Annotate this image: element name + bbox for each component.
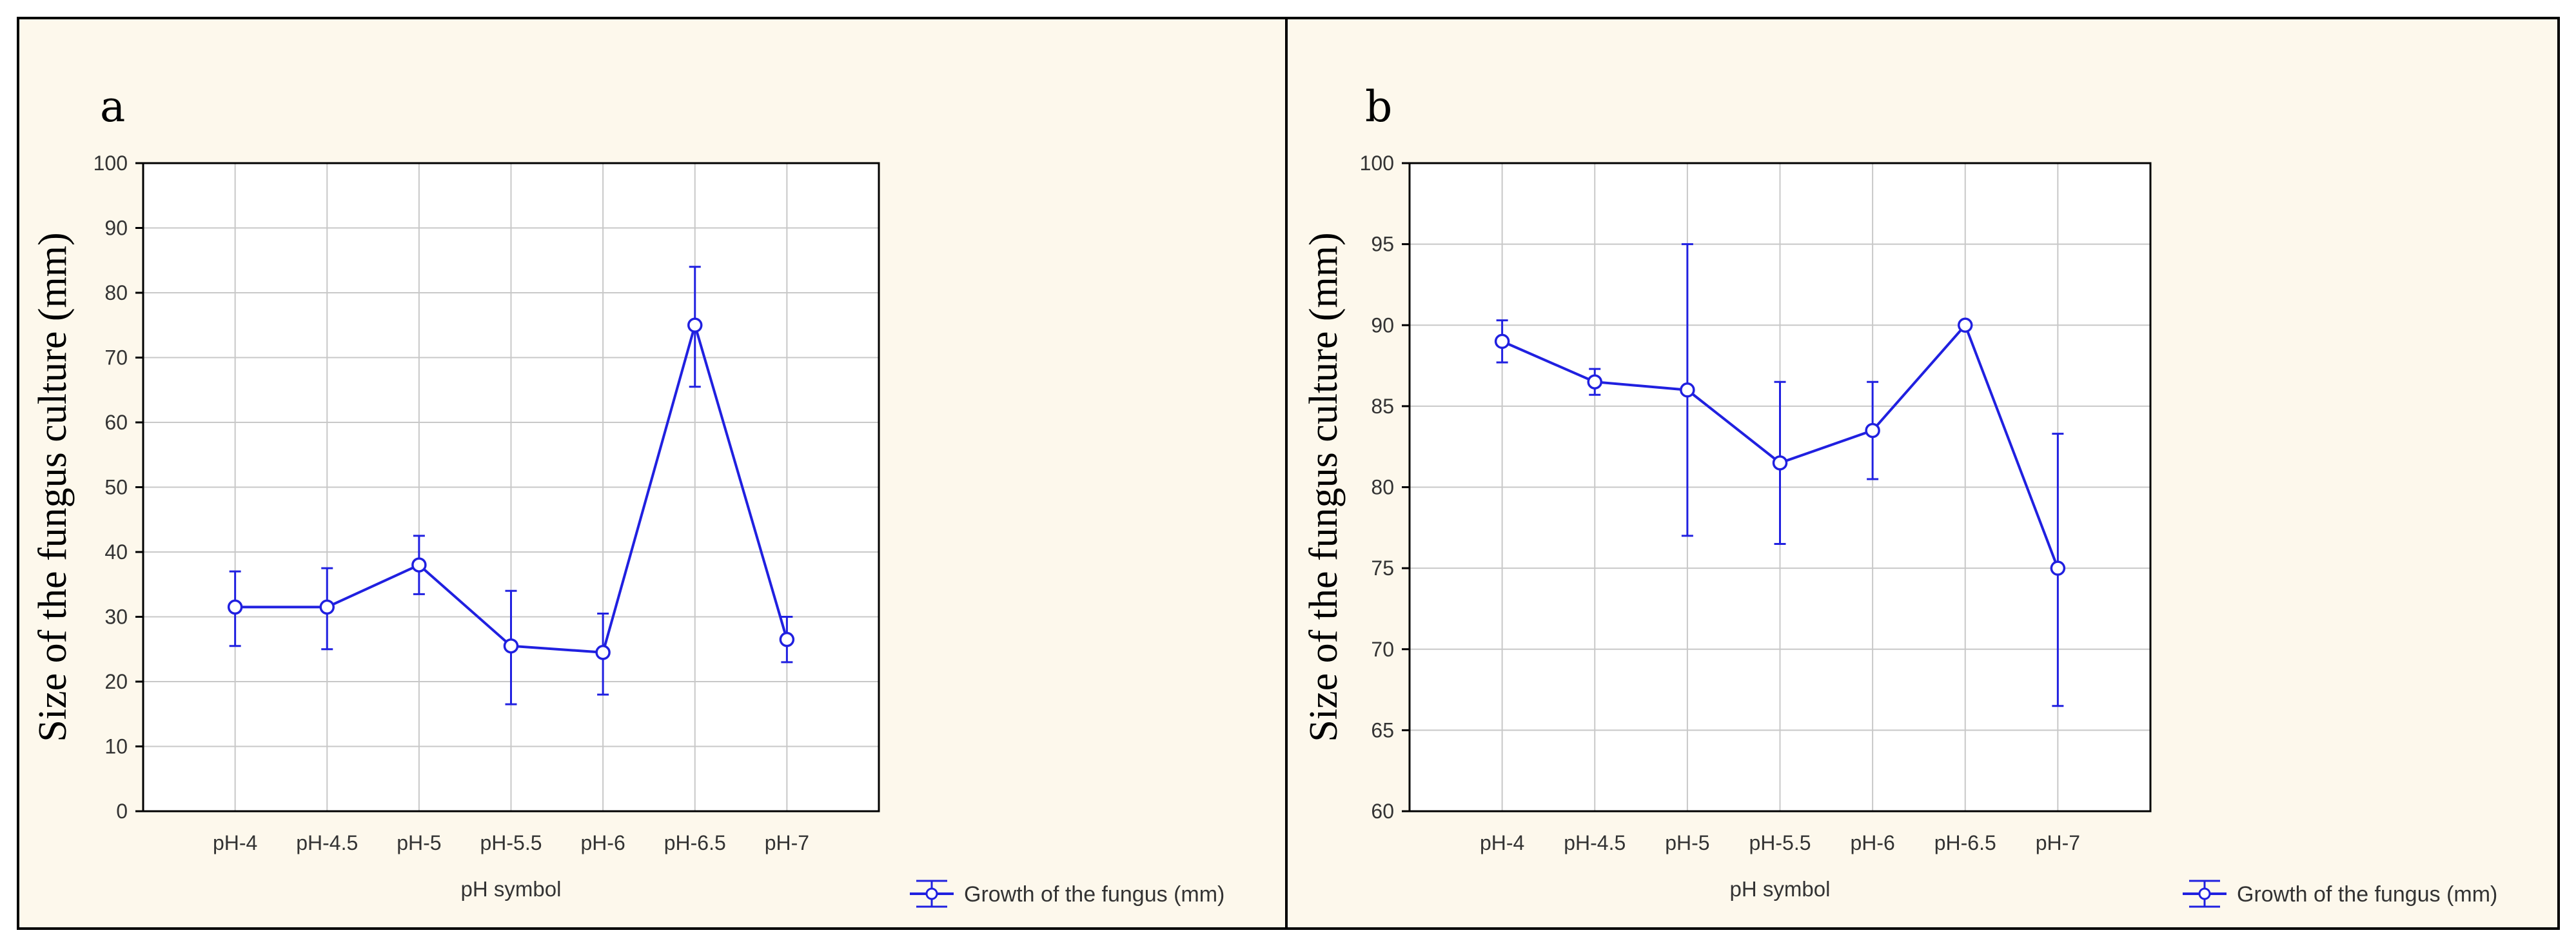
data-point xyxy=(1958,317,1973,333)
panel-letter: b xyxy=(1365,82,1392,132)
figure-border xyxy=(17,17,2560,930)
legend-symbol-marker xyxy=(925,887,938,900)
y-tick-label: 90 xyxy=(1371,313,1394,337)
y-tick-label: 20 xyxy=(104,670,128,693)
data-point xyxy=(595,645,611,660)
data-point xyxy=(411,557,427,573)
x-axis-label: pH symbol xyxy=(461,877,562,901)
y-tick-label: 30 xyxy=(104,606,128,629)
y-tick-label: 65 xyxy=(1371,718,1394,742)
y-tick-label: 70 xyxy=(104,346,128,370)
y-axis-label: Size of the fungus culture (mm) xyxy=(1302,232,1346,742)
y-tick-label: 90 xyxy=(104,217,128,240)
data-point xyxy=(227,599,243,615)
y-tick-label: 80 xyxy=(1371,476,1394,499)
legend-symbol-marker xyxy=(2198,887,2211,900)
data-point xyxy=(2050,560,2066,576)
y-tick-label: 60 xyxy=(1371,800,1394,823)
y-tick-label: 0 xyxy=(116,800,128,823)
data-point xyxy=(1865,422,1880,439)
legend-label: Growth of the fungus (mm) xyxy=(2237,882,2497,907)
chart-panel-b: b 60 65 70 75 80 85 90 95 100 pH-4 pH-4.5 pH-5 pH-5.5… xyxy=(1287,18,2559,929)
x-tick-label: pH-5 xyxy=(1665,831,1709,854)
data-point xyxy=(1772,455,1788,471)
y-tick-label: 10 xyxy=(104,735,128,758)
chart-panel-a: a 0 10 20 30 40 50 60 70 80 90 100 pH-4 pH-4.5 pH-5 pH-… xyxy=(18,18,1286,929)
x-tick-label: pH-7 xyxy=(765,831,809,854)
x-tick-label: pH-5.5 xyxy=(1749,831,1811,854)
x-tick-label: pH-4.5 xyxy=(296,831,358,854)
data-point xyxy=(503,638,519,654)
y-tick-label: 60 xyxy=(104,411,128,434)
data-point xyxy=(1587,374,1602,389)
legend-label: Growth of the fungus (mm) xyxy=(964,882,1224,907)
x-tick-label: pH-5.5 xyxy=(480,831,542,854)
y-tick-label: 50 xyxy=(104,476,128,499)
x-tick-label: pH-7 xyxy=(2036,831,2080,854)
x-tick-label: pH-4.5 xyxy=(1564,831,1626,854)
legend: Growth of the fungus (mm) xyxy=(2183,880,2497,908)
y-tick-label: 75 xyxy=(1371,557,1394,580)
x-tick-label: pH-4 xyxy=(213,831,257,854)
legend: Growth of the fungus (mm) xyxy=(910,880,1224,908)
y-tick-label: 100 xyxy=(1360,152,1394,175)
x-tick-label: pH-5 xyxy=(397,831,441,854)
y-tick-label: 85 xyxy=(1371,395,1394,418)
x-axis-label: pH symbol xyxy=(1730,877,1831,901)
data-point xyxy=(779,631,795,647)
y-tick-label: 40 xyxy=(104,540,128,564)
data-point xyxy=(1680,382,1695,398)
data-point xyxy=(1494,333,1510,350)
data-point xyxy=(319,599,335,615)
data-point xyxy=(687,317,703,333)
y-axis-label: Size of the fungus culture (mm) xyxy=(31,232,75,742)
y-tick-label: 70 xyxy=(1371,638,1394,661)
x-tick-label: pH-6.5 xyxy=(664,831,726,854)
y-tick-label: 100 xyxy=(93,152,128,175)
panel-letter: a xyxy=(100,82,125,132)
y-tick-label: 95 xyxy=(1371,233,1394,256)
x-tick-label: pH-6 xyxy=(580,831,625,854)
y-tick-label: 80 xyxy=(104,281,128,304)
x-tick-label: pH-6 xyxy=(1850,831,1894,854)
x-tick-label: pH-6.5 xyxy=(1934,831,1996,854)
x-tick-label: pH-4 xyxy=(1480,831,1524,854)
